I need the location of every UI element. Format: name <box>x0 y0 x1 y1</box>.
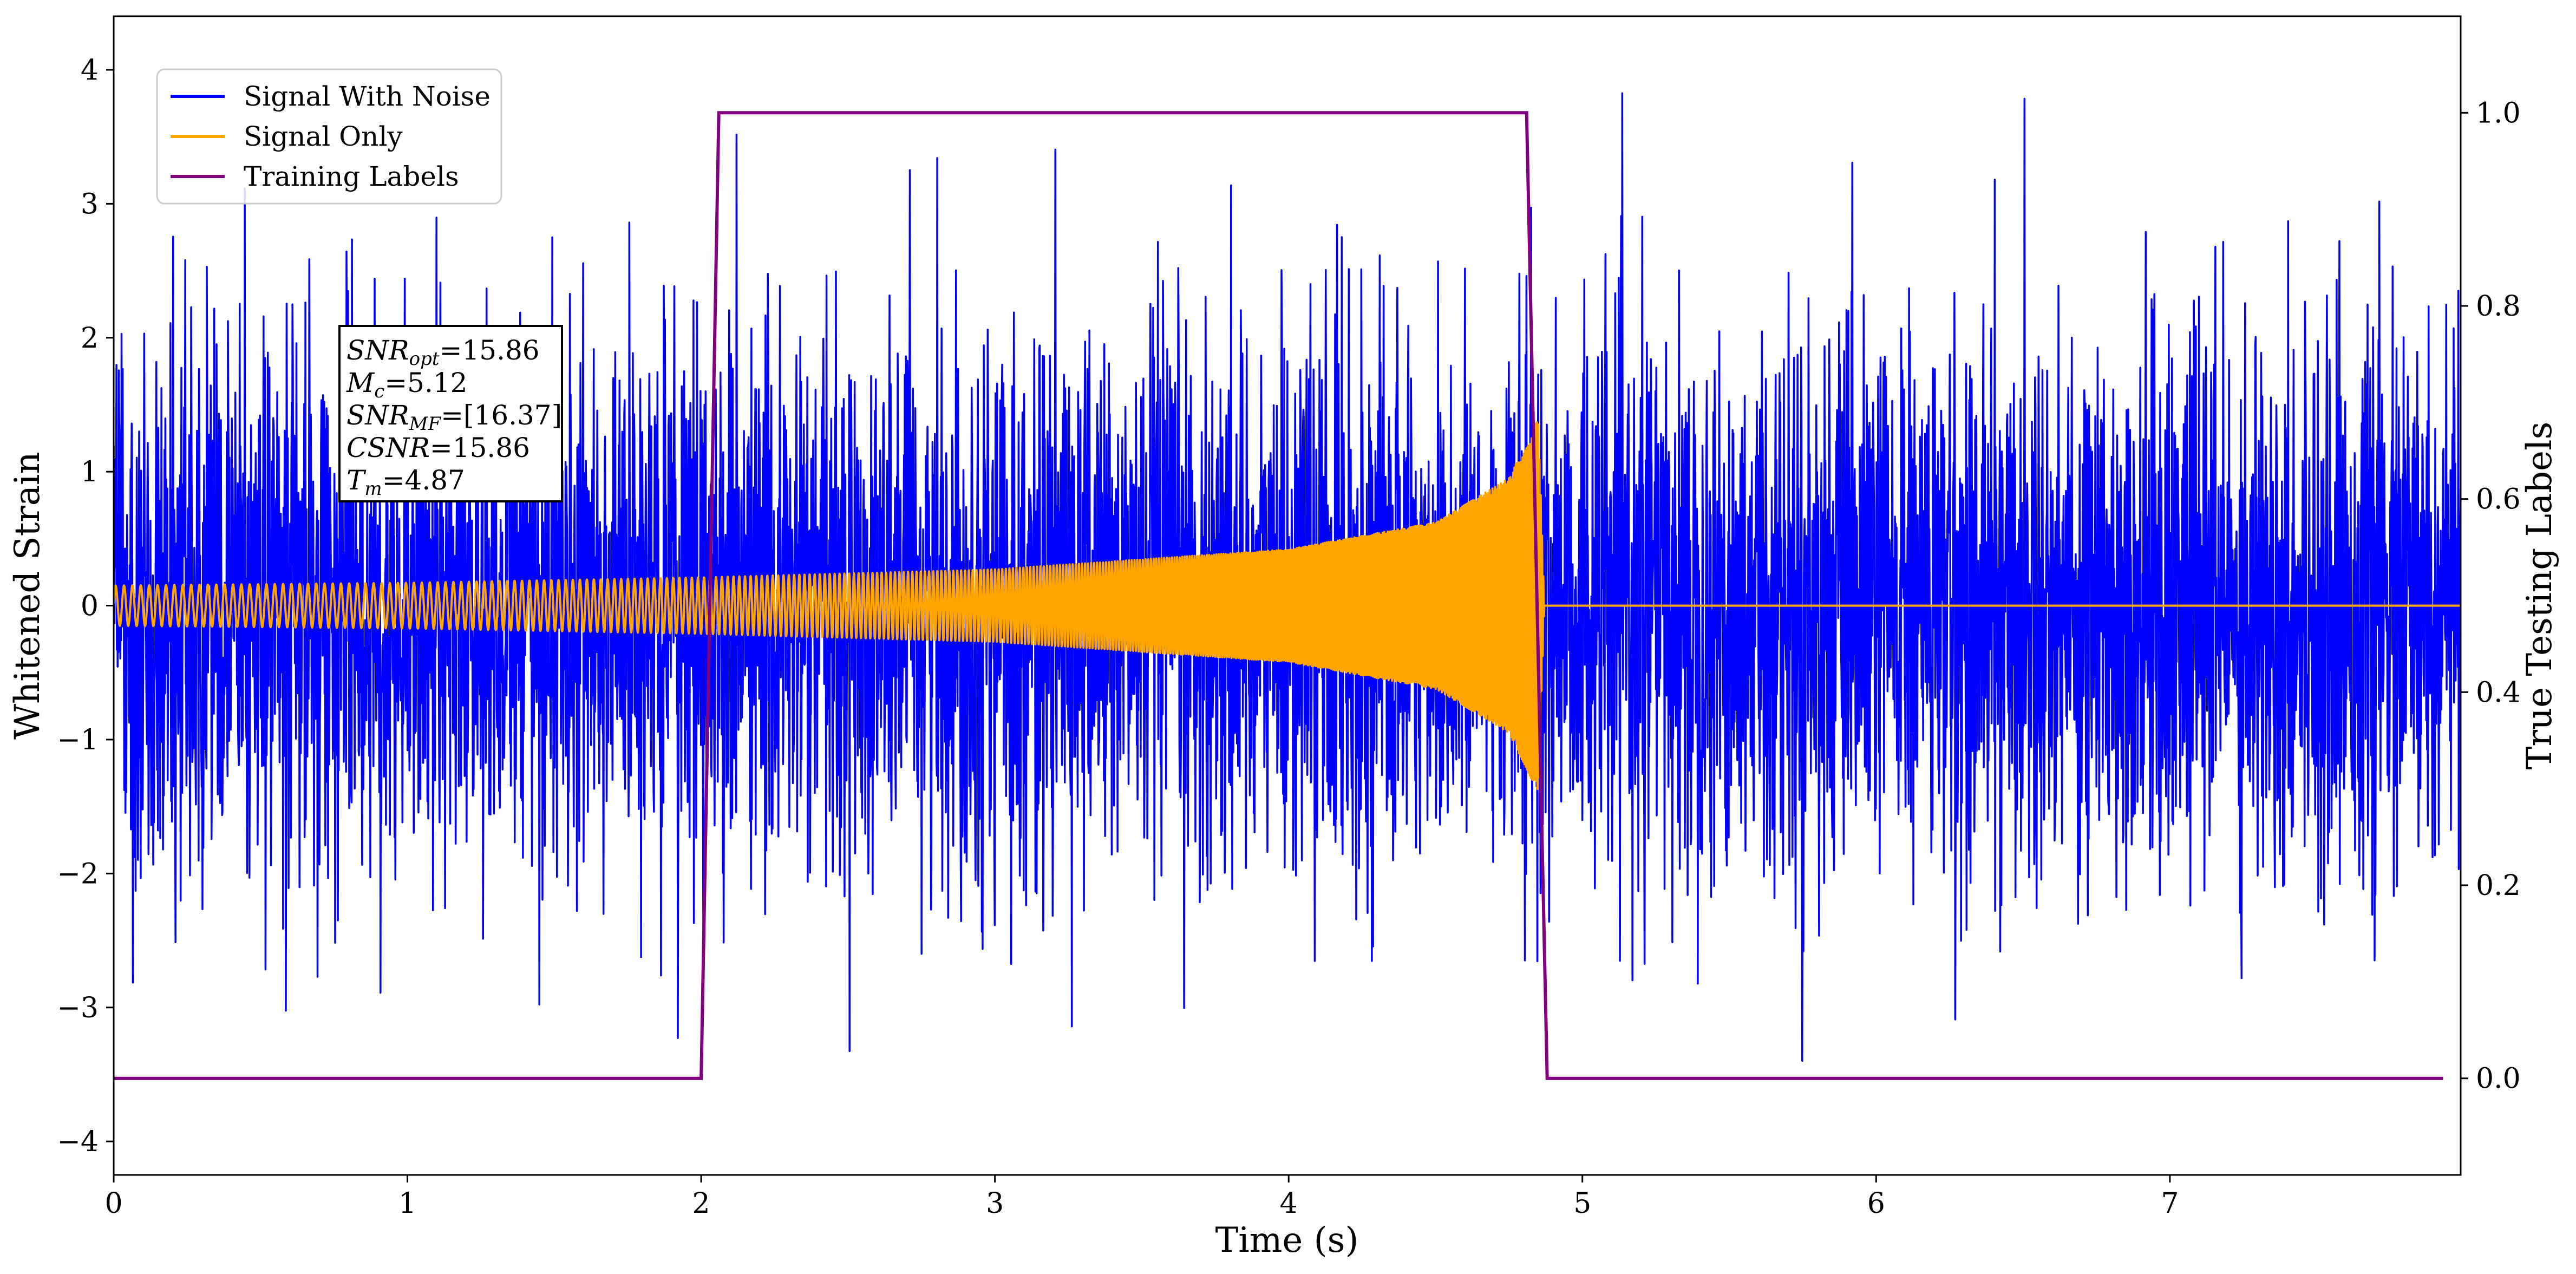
legend: Signal With Noise Signal Only Training Lab… <box>156 68 502 205</box>
stats-line: CSNR=15.86 <box>346 432 530 463</box>
x-axis: 0 1 2 3 4 5 6 7 <box>104 1175 2179 1220</box>
x-tick-label: 1 <box>398 1187 416 1220</box>
x-axis-title: Time (s) <box>1215 1220 1359 1260</box>
y2-tick-label: 0.4 <box>2476 676 2521 709</box>
legend-label: Signal With Noise <box>244 81 491 112</box>
x-tick-label: 3 <box>986 1187 1004 1220</box>
y-tick-label: −4 <box>57 1126 99 1158</box>
stats-line: SNRMF=[16.37] <box>346 400 562 435</box>
stats-line: Tm=4.87 <box>346 465 465 500</box>
legend-box <box>156 68 502 205</box>
y-tick-label: 0 <box>81 590 99 623</box>
stats-box <box>338 325 563 502</box>
y-tick-label: −2 <box>57 858 99 890</box>
x-tick-label: 6 <box>1867 1187 1885 1220</box>
x-tick-label: 0 <box>104 1187 122 1220</box>
x-tick-label: 5 <box>1573 1187 1591 1220</box>
y-tick-label: 4 <box>81 54 99 87</box>
y2-tick-label: 1.0 <box>2476 97 2521 129</box>
y2-tick-label: 0.2 <box>2476 870 2521 902</box>
y2-tick-label: 0.0 <box>2476 1063 2521 1095</box>
y-axis-left: −4 −3 −2 −1 0 1 2 3 4 <box>57 54 114 1158</box>
stats-line: Mc=5.12 <box>346 367 467 402</box>
y-tick-label: 3 <box>81 188 99 220</box>
y-axis-right: 0.0 0.2 0.4 0.6 0.8 1.0 <box>2461 97 2521 1095</box>
y2-tick-label: 0.6 <box>2476 484 2521 516</box>
y-tick-label: −1 <box>57 724 99 756</box>
stats-line: SNRopt=15.86 <box>346 335 540 370</box>
series-signal-with-noise <box>114 92 2461 1062</box>
x-tick-label: 2 <box>692 1187 710 1220</box>
legend-label: Training Labels <box>244 161 459 192</box>
y-tick-label: 1 <box>81 456 99 488</box>
y2-tick-label: 0.8 <box>2476 290 2521 323</box>
x-tick-label: 7 <box>2161 1187 2179 1220</box>
y-tick-label: 2 <box>81 322 99 355</box>
y-tick-label: −3 <box>57 992 99 1024</box>
plot-area <box>114 92 2461 1080</box>
series-signal-only <box>114 421 2461 790</box>
series-training-labels <box>114 111 2443 1080</box>
plot-frame <box>113 15 2462 1176</box>
x-tick-label: 4 <box>1280 1187 1298 1220</box>
y2-axis-title: True Testing Labels <box>2520 422 2560 770</box>
legend-label: Signal Only <box>244 121 403 152</box>
stats-annotation: SNRopt=15.86Mc=5.12SNRMF=[16.37]CSNR=15.… <box>338 325 563 502</box>
y-axis-title: Whitened Strain <box>8 452 48 739</box>
series-layer <box>114 92 2461 1080</box>
